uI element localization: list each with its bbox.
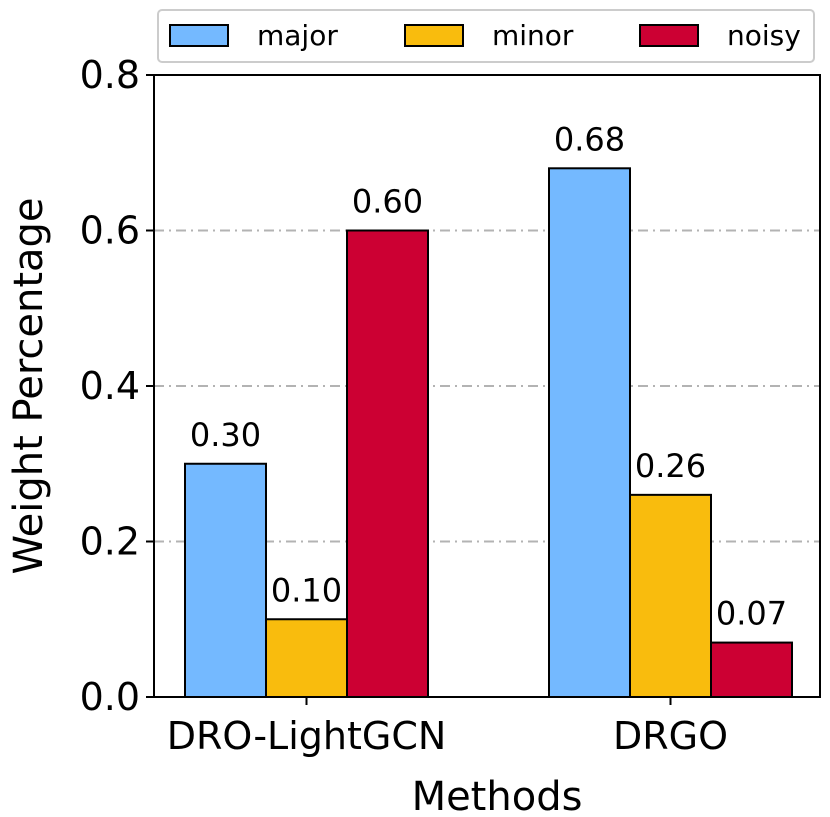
- legend-label-major: major: [257, 19, 338, 52]
- data-labels: 0.30 0.10 0.60 0.68 0.26 0.07: [190, 120, 787, 632]
- data-label-major: 0.30: [190, 416, 261, 454]
- legend-swatch-major: [169, 24, 229, 47]
- y-tick-label: 0.8: [80, 53, 140, 97]
- legend-swatch-minor: [404, 24, 464, 47]
- data-label-noisy: 0.07: [716, 595, 787, 633]
- data-label-noisy: 0.60: [352, 183, 423, 221]
- y-tick-label: 0.6: [80, 209, 140, 253]
- y-axis-label: Weight Percentage: [6, 197, 52, 574]
- legend-label-noisy: noisy: [727, 19, 801, 52]
- x-axis-label: Methods: [412, 774, 583, 817]
- x-category-label: DRO-LightGCN: [167, 714, 447, 758]
- data-label-minor: 0.26: [635, 447, 706, 485]
- x-category-label: DRGO: [613, 714, 728, 758]
- data-label-minor: 0.10: [271, 571, 342, 609]
- bar-major-2: [548, 167, 631, 699]
- y-ticks: 0.0 0.2 0.4 0.6 0.8: [80, 53, 154, 719]
- bar-noisy-2: [710, 641, 793, 699]
- bar-minor-1: [265, 618, 348, 698]
- bar-noisy-1: [346, 229, 429, 698]
- y-tick-label: 0.0: [80, 675, 140, 719]
- data-label-major: 0.68: [554, 120, 625, 158]
- y-tick-label: 0.4: [80, 364, 140, 408]
- legend-label-minor: minor: [492, 19, 574, 52]
- bar-minor-2: [629, 493, 712, 698]
- bars: [184, 167, 793, 699]
- x-categories: DRO-LightGCN DRGO: [167, 697, 728, 758]
- legend: major minor noisy: [157, 9, 815, 63]
- y-tick-label: 0.2: [80, 520, 140, 564]
- legend-frame: [157, 9, 815, 63]
- legend-swatch-noisy: [639, 24, 699, 47]
- bar-major-1: [184, 462, 267, 698]
